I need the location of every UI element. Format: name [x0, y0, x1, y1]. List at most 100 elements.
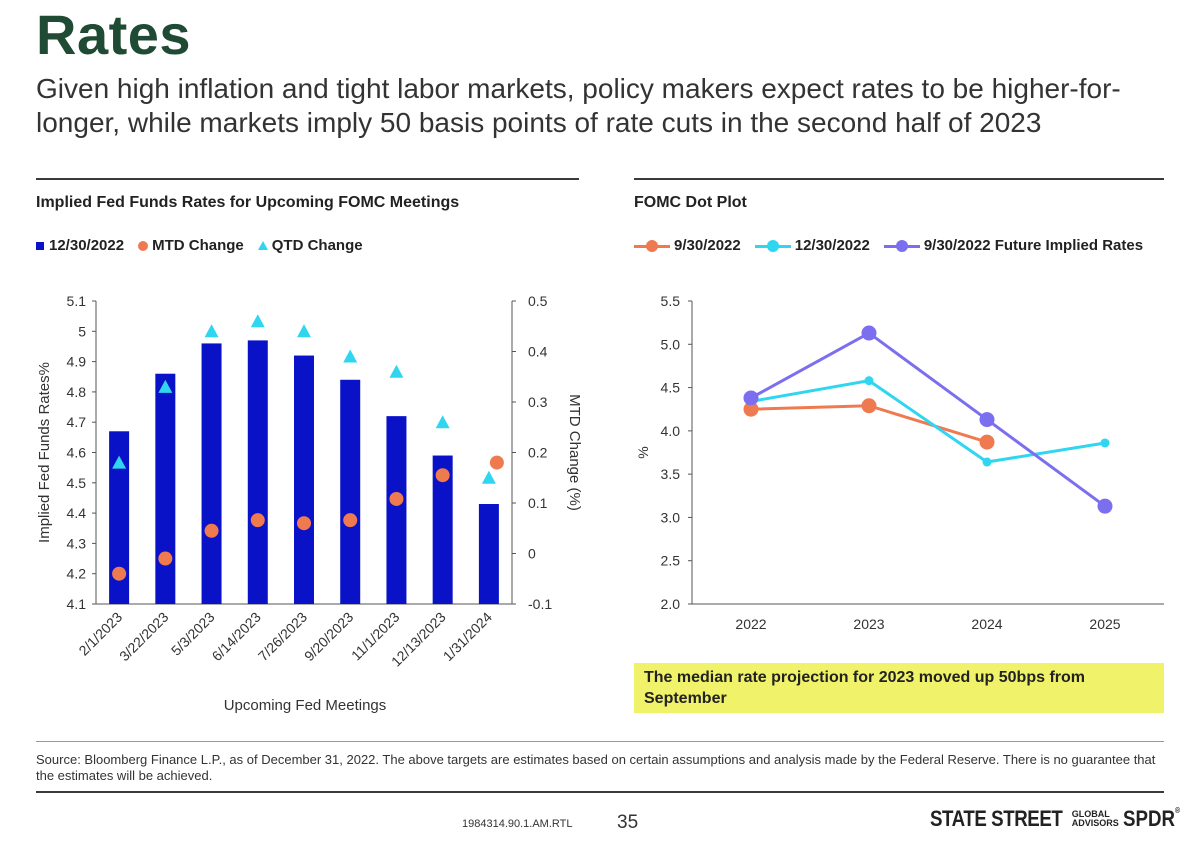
- legend-item-mtd: MTD Change: [138, 237, 244, 254]
- legend-label: 12/30/2022: [794, 237, 870, 254]
- series-line: [750, 379, 1106, 464]
- left-chart-rule: [36, 178, 579, 180]
- y-tick-label: 5.1: [67, 293, 87, 309]
- left-chart-title: Implied Fed Funds Rates for Upcoming FOM…: [36, 194, 460, 211]
- line-marker-icon: [883, 239, 920, 252]
- series-point: [982, 457, 992, 467]
- bar-rate: [109, 431, 130, 604]
- y-tick-label: 4.5: [67, 475, 87, 491]
- line-marker-icon: [634, 239, 670, 252]
- series-point: [743, 401, 759, 417]
- legend-item-dec: 12/30/2022: [754, 237, 870, 254]
- y-tick-label: 2.0: [661, 596, 681, 612]
- legend-label: 9/30/2022: [674, 237, 741, 254]
- legend-label: QTD Change: [271, 237, 363, 254]
- mtd-dot: [204, 523, 219, 538]
- x-tick-label: 2024: [971, 616, 1002, 632]
- y2-axis-title: MTD Change (%): [566, 394, 583, 511]
- y2-tick-label: 0.4: [528, 344, 548, 360]
- x-tick-label: 1/31/2024: [440, 609, 496, 665]
- series-point: [861, 398, 877, 414]
- line-marker-icon: [754, 239, 791, 252]
- y-tick-label: 2.5: [661, 553, 681, 569]
- series-point: [864, 376, 874, 386]
- bar-rate: [155, 373, 176, 604]
- median-note: The median rate projection for 2023 move…: [634, 663, 1164, 713]
- fed-funds-chart: 5.1 5 4.9 4.8 4.7 4.6 4.5 4.4 4.3 4.2 4.1 0.5 0.4 0.3…: [36, 293, 583, 714]
- legend-label: MTD Change: [152, 237, 244, 254]
- bar-rate: [294, 355, 314, 604]
- x-tick-label: 2025: [1089, 616, 1120, 632]
- mtd-dot: [112, 566, 127, 581]
- page-number: 35: [617, 812, 639, 833]
- legend-item-future: 9/30/2022 Future Implied Rates: [883, 237, 1143, 254]
- legend-item-sep: 9/30/2022: [634, 237, 741, 254]
- bar-rate: [247, 340, 268, 604]
- legend-item-qtd: QTD Change: [257, 237, 363, 254]
- qtd-triangle: [343, 349, 358, 363]
- y-tick-label: 4.4: [67, 505, 87, 521]
- mtd-dot: [389, 491, 404, 506]
- y-tick-label: 5.0: [661, 336, 681, 352]
- document-code: 1984314.90.1.AM.RTL: [462, 818, 573, 830]
- mtd-dot: [158, 551, 173, 566]
- dot-plot-chart: 5.5 5.0 4.5 4.0 3.5 3.0 2.5 2.0 2022 2023 2024 2025…: [635, 293, 1164, 632]
- page-title: Rates: [36, 3, 192, 66]
- logo-product: SPDR: [1122, 806, 1175, 831]
- logo-reg: ®: [1174, 806, 1180, 815]
- mtd-dot: [489, 455, 504, 470]
- y2-tick-label: 0.3: [528, 394, 548, 410]
- series-point: [861, 325, 877, 341]
- logo-sub-line2: ADVISORS: [1071, 818, 1119, 828]
- y2-tick-label: 0.2: [528, 445, 548, 461]
- bar-rate: [478, 504, 499, 604]
- page-subtitle: Given high inflation and tight labor mar…: [36, 73, 1121, 138]
- bar-square-icon: [36, 241, 44, 250]
- state-street-logo: STATE STREET GLOBAL ADVISORS SPDR®: [930, 806, 1190, 832]
- x-tick-label: 7/26/2023: [255, 609, 311, 665]
- qtd-triangle: [112, 455, 127, 469]
- qtd-triangle: [297, 324, 311, 338]
- qtd-triangle: [158, 379, 173, 393]
- qtd-triangle: [435, 415, 450, 429]
- bar-rate: [201, 343, 222, 604]
- series-point: [743, 390, 759, 406]
- y2-tick-label: 0.1: [528, 495, 548, 511]
- y2-tick-label: -0.1: [528, 596, 552, 612]
- y-tick-label: 4.0: [661, 423, 681, 439]
- mtd-dot: [250, 513, 265, 528]
- y-tick-label: 4.3: [67, 535, 87, 551]
- y-tick-label: 3.0: [661, 509, 681, 525]
- y-tick-label: 4.8: [67, 384, 87, 400]
- source-rule: [36, 741, 1164, 742]
- x-tick-label: 2023: [853, 616, 884, 632]
- left-chart-legend: 12/30/2022 MTD Change QTD Change: [36, 237, 377, 254]
- y-tick-label: 4.2: [67, 566, 87, 582]
- x-tick-label: 3/22/2023: [116, 609, 172, 665]
- mtd-dot: [343, 513, 358, 528]
- qtd-triangle: [481, 470, 496, 484]
- y-tick-label: 5: [78, 323, 86, 339]
- triangle-icon: [257, 241, 268, 250]
- x-tick-label: 6/14/2023: [209, 609, 265, 665]
- y-axis-title: %: [635, 446, 651, 458]
- y-tick-label: 4.9: [67, 354, 87, 370]
- y-tick-label: 4.1: [67, 596, 87, 612]
- legend-item-bars: 12/30/2022: [36, 237, 124, 254]
- y2-tick-label: 0: [528, 546, 536, 562]
- logo-brand: STATE STREET: [930, 806, 1063, 831]
- series-point: [1097, 498, 1113, 514]
- series-line: [750, 331, 1106, 508]
- series-point: [979, 434, 995, 450]
- y-tick-label: 4.6: [67, 445, 87, 461]
- right-chart-legend: 9/30/2022 12/30/2022 9/30/2022 Future Im…: [634, 237, 1157, 254]
- source-note: Source: Bloomberg Finance L.P., as of De…: [36, 752, 1156, 783]
- mtd-dot: [435, 468, 450, 483]
- legend-label: 12/30/2022: [49, 237, 125, 254]
- right-chart-title: FOMC Dot Plot: [634, 194, 747, 211]
- y-tick-label: 4.5: [661, 380, 681, 396]
- series-point: [1100, 438, 1110, 448]
- y-axis-title: Implied Fed Funds Rates%: [36, 362, 53, 543]
- y-tick-label: 4.7: [67, 414, 87, 430]
- right-chart-rule: [634, 178, 1164, 180]
